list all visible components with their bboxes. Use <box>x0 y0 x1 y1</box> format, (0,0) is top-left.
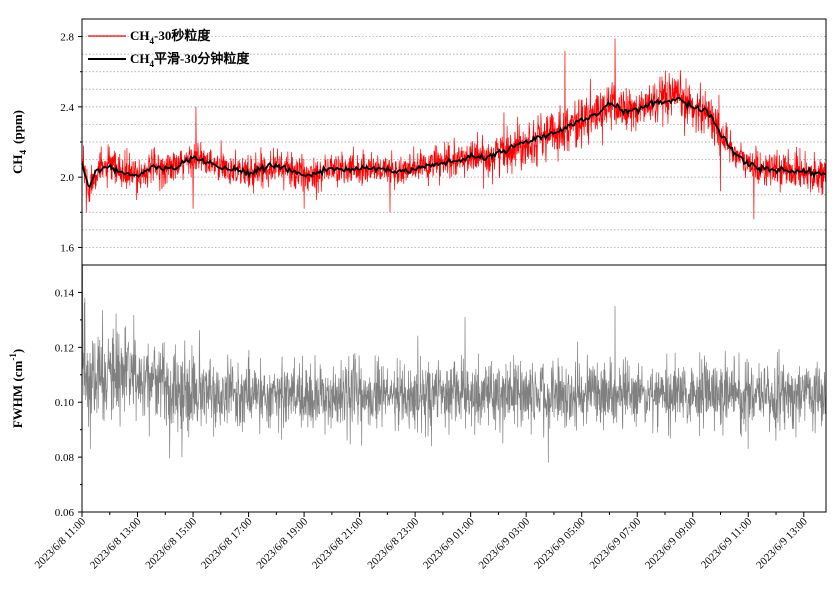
ch4-y-ticks: 1.6 2.0 2.4 2.8 <box>60 32 82 254</box>
x-tick-label: 2023/6/8 17:00 <box>199 515 255 571</box>
ch4-y-axis-title: CH4(ppm) <box>10 110 28 174</box>
ch4-y-tick-label: 1.6 <box>60 242 74 254</box>
x-tick-label: 2023/6/9 01:00 <box>421 515 477 571</box>
fwhm-y-tick-label: 0.06 <box>55 507 75 519</box>
x-tick-label: 2023/6/8 23:00 <box>365 515 421 571</box>
fwhm-plot-frame <box>81 264 827 513</box>
fwhm-series-line <box>81 264 827 463</box>
fwhm-y-tick-label: 0.10 <box>55 397 75 409</box>
fwhm-y-tick-label: 0.12 <box>55 342 74 354</box>
fwhm-y-axis-title: FWHM (cm-1) <box>8 349 25 428</box>
x-tick-label: 2023/6/9 05:00 <box>532 515 588 571</box>
legend-label-ch4-30s: CH4-30秒粒度 <box>130 28 211 46</box>
x-tick-label: 2023/6/9 09:00 <box>643 515 699 571</box>
x-tick-label: 2023/6/8 19:00 <box>254 515 310 571</box>
ch4-y-tick-label: 2.0 <box>60 172 74 184</box>
x-tick-label: 2023/6/8 15:00 <box>143 515 199 571</box>
x-tick-label: 2023/6/9 07:00 <box>588 515 644 571</box>
ch4-series-group <box>81 38 827 220</box>
chart-legend: CH4-30秒粒度 CH4平滑-30分钟粒度 <box>88 28 250 69</box>
fwhm-y-tick-label: 0.08 <box>55 452 75 464</box>
x-tick-label: 2023/6/9 03:00 <box>476 515 532 571</box>
legend-label-ch4-smoothed: CH4平滑-30分钟粒度 <box>130 51 250 69</box>
ch4-y-tick-label: 2.4 <box>60 102 74 114</box>
fwhm-panel: 0.060.080.100.120.14 2023/6/8 11:00 2023/… <box>8 264 827 571</box>
x-tick-label: 2023/6/8 21:00 <box>310 515 366 571</box>
x-tick-label: 2023/6/9 13:00 <box>754 515 810 571</box>
time-x-ticks: 2023/6/8 11:00 2023/6/8 13:00 2023/6/8 15:… <box>33 512 810 571</box>
x-tick-label: 2023/6/9 11:00 <box>699 515 755 571</box>
fwhm-y-ticks: 0.06 0.08 0.10 0.12 0.14 <box>55 287 82 519</box>
fwhm-y-tick-label: 0.14 <box>55 287 75 299</box>
fwhm-series-group <box>81 264 827 463</box>
x-tick-label: 2023/6/8 11:00 <box>33 515 89 571</box>
x-tick-label: 2023/6/8 13:00 <box>88 515 144 571</box>
ch4-panel: 1.6 2.0 2.4 2.8 CH4(ppm) CH4-30秒粒度 CH4平滑-30… <box>10 18 827 266</box>
ch4-smoothed-series-line <box>81 97 827 189</box>
ch4-y-tick-label: 2.8 <box>60 32 74 44</box>
